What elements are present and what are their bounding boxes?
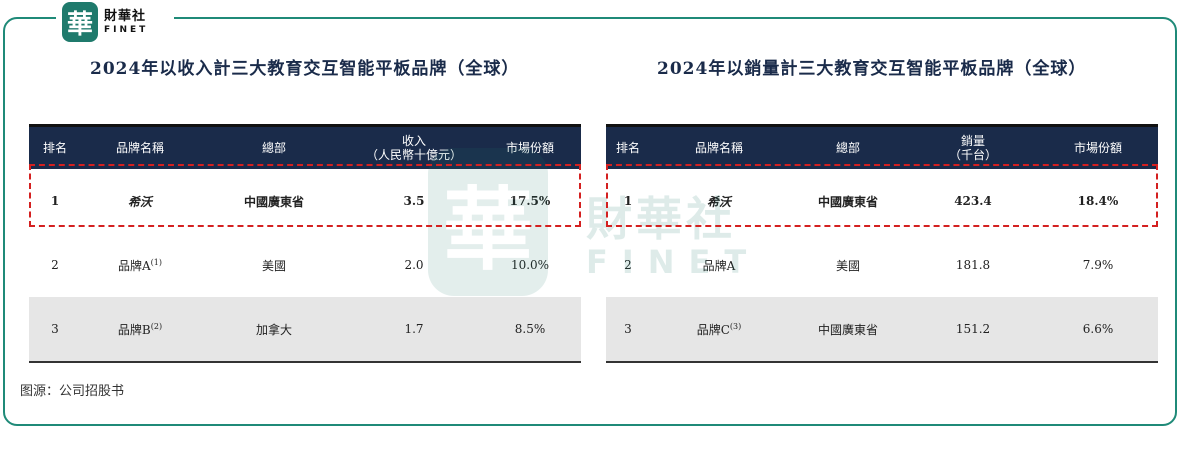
table-bottom-rule xyxy=(606,361,1158,363)
cell-value: 1.7 xyxy=(404,322,424,336)
footnote-mark: (1) xyxy=(150,257,162,267)
header-revenue: 收入 （人民幣十億元） xyxy=(365,133,462,162)
header-hq: 總部 xyxy=(835,140,860,155)
cell-share: 7.9% xyxy=(1082,258,1114,272)
right-table-title: 2024年以銷量計三大教育交互智能平板品牌（全球） xyxy=(657,59,1087,79)
cell-rank: 2 xyxy=(51,258,59,272)
table-bottom-rule xyxy=(29,361,581,363)
header-brand: 品牌名稱 xyxy=(694,140,743,155)
cell-hq: 中國廣東省 xyxy=(817,322,878,337)
sales-volume-table: 排名 品牌名稱 總部 銷量 （千台） 市場份額 1 希沃 中國廣東省 423.4… xyxy=(606,124,1158,363)
header-share: 市場份額 xyxy=(1073,140,1122,155)
cell-brand: 品牌A xyxy=(702,258,736,273)
logo-en: FINET xyxy=(104,24,149,35)
cell-hq: 中國廣東省 xyxy=(243,194,304,209)
table-header: 排名 品牌名稱 總部 收入 （人民幣十億元） 市場份額 xyxy=(29,124,581,169)
highlight-box-right xyxy=(606,164,1158,227)
logo: 華 財華社 FINET xyxy=(56,0,174,44)
header-rank: 排名 xyxy=(615,140,640,155)
watermark-text: 財華社 FINET xyxy=(586,183,760,281)
cell-brand: 希沃 xyxy=(127,194,152,209)
table-row: 2 品牌A(1) 美國 2.0 10.0% xyxy=(29,233,581,297)
card-frame xyxy=(3,17,1177,426)
table-row: 1 希沃 中國廣東省 423.4 18.4% xyxy=(606,169,1158,233)
cell-brand: 品牌C(3) xyxy=(696,321,742,337)
table-row: 2 品牌A 美國 181.8 7.9% xyxy=(606,233,1158,297)
cell-share: 17.5% xyxy=(509,194,551,208)
cell-rank: 3 xyxy=(624,322,632,336)
watermark-en: FINET xyxy=(586,243,761,281)
header-brand: 品牌名稱 xyxy=(115,140,164,155)
cell-rank: 2 xyxy=(624,258,632,272)
table-row: 1 希沃 中國廣東省 3.5 17.5% xyxy=(29,169,581,233)
logo-cn: 財華社 xyxy=(104,8,147,24)
header-rank: 排名 xyxy=(42,140,67,155)
cell-rank: 1 xyxy=(50,194,60,208)
cell-value: 2.0 xyxy=(404,258,424,272)
table-row: 3 品牌B(2) 加拿大 1.7 8.5% xyxy=(29,297,581,361)
cell-hq: 中國廣東省 xyxy=(817,194,878,209)
watermark-mark: 華 xyxy=(428,148,548,296)
cell-share: 6.6% xyxy=(1082,322,1114,336)
cell-hq: 美國 xyxy=(835,258,860,273)
cell-hq: 美國 xyxy=(261,258,286,273)
footnote-mark: (2) xyxy=(150,321,163,331)
cell-share: 8.5% xyxy=(514,322,546,336)
cell-share: 18.4% xyxy=(1077,194,1119,208)
header-hq: 總部 xyxy=(261,140,286,155)
header-volume: 銷量 （千台） xyxy=(948,133,997,162)
footnote-mark: (3) xyxy=(729,321,742,331)
left-table-title: 2024年以收入計三大教育交互智能平板品牌（全球） xyxy=(90,59,520,79)
revenue-table: 排名 品牌名稱 總部 收入 （人民幣十億元） 市場份額 1 希沃 中國廣東省 3… xyxy=(29,124,581,363)
cell-value: 3.5 xyxy=(403,194,425,208)
cell-rank: 3 xyxy=(51,322,59,336)
cell-share: 10.0% xyxy=(510,258,550,272)
cell-brand: 品牌B(2) xyxy=(117,321,163,337)
table-row: 3 品牌C(3) 中國廣東省 151.2 6.6% xyxy=(606,297,1158,361)
table-header: 排名 品牌名稱 總部 銷量 （千台） 市場份額 xyxy=(606,124,1158,169)
highlight-box-left xyxy=(29,164,581,227)
cell-brand: 品牌A(1) xyxy=(117,257,162,273)
cell-value: 151.2 xyxy=(955,322,991,336)
cell-value: 423.4 xyxy=(954,194,992,208)
source-caption: 图源：公司招股书 xyxy=(20,384,125,399)
cell-hq: 加拿大 xyxy=(255,322,292,337)
watermark-cn: 財華社 xyxy=(586,192,736,246)
logo-mark: 華 xyxy=(62,2,98,42)
cell-value: 181.8 xyxy=(955,258,991,272)
cell-brand: 希沃 xyxy=(706,194,731,209)
header-share: 市場份額 xyxy=(505,140,554,155)
cell-rank: 1 xyxy=(623,194,633,208)
